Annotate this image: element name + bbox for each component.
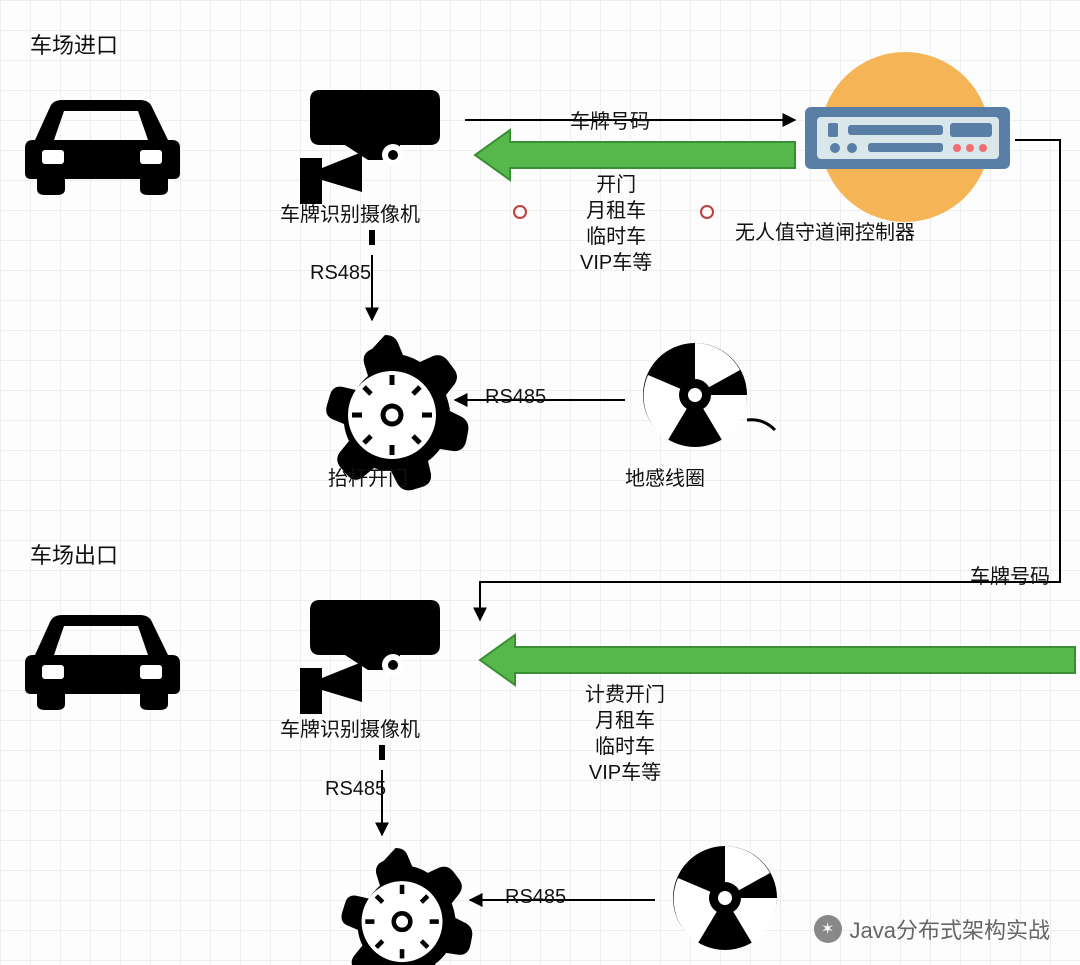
green-arrow-open-exit xyxy=(480,635,1075,685)
section-title-exit: 车场出口 xyxy=(30,538,118,570)
plate-number-label: 车牌号码 xyxy=(570,105,650,134)
rs485-label: RS485 xyxy=(505,886,566,909)
car-icon xyxy=(25,100,180,195)
plate-number-label: 车牌号码 xyxy=(970,560,1050,589)
rs485-label: RS485 xyxy=(485,386,546,409)
rs485-label: RS485 xyxy=(310,262,371,285)
controller-label: 无人值守道闸控制器 xyxy=(735,216,915,245)
camera-icon xyxy=(300,90,440,204)
edge-controller-to-exit xyxy=(480,140,1060,620)
camera-label: 车牌识别摄像机 xyxy=(280,198,420,227)
open-text-exit: 计费开门月租车临时车VIP车等 xyxy=(585,682,665,786)
open-text-entrance: 开门月租车临时车VIP车等 xyxy=(580,172,652,276)
controller-icon xyxy=(805,52,1010,222)
marker-ring xyxy=(514,206,526,218)
marker-ring xyxy=(701,206,713,218)
coil-label: 地感线圈 xyxy=(625,462,705,491)
watermark: ✶ Java分布式架构实战 xyxy=(814,913,1050,945)
rs485-label: RS485 xyxy=(325,778,386,801)
gate-label: 抬杆开门 xyxy=(328,462,408,491)
coil-icon xyxy=(673,846,777,950)
coil-icon xyxy=(643,343,775,447)
wechat-icon: ✶ xyxy=(814,915,842,943)
camera-icon xyxy=(300,600,440,714)
camera-label: 车牌识别摄像机 xyxy=(280,713,420,742)
gate-gear-icon xyxy=(341,848,472,965)
section-title-entrance: 车场进口 xyxy=(30,28,118,60)
car-icon xyxy=(25,615,180,710)
